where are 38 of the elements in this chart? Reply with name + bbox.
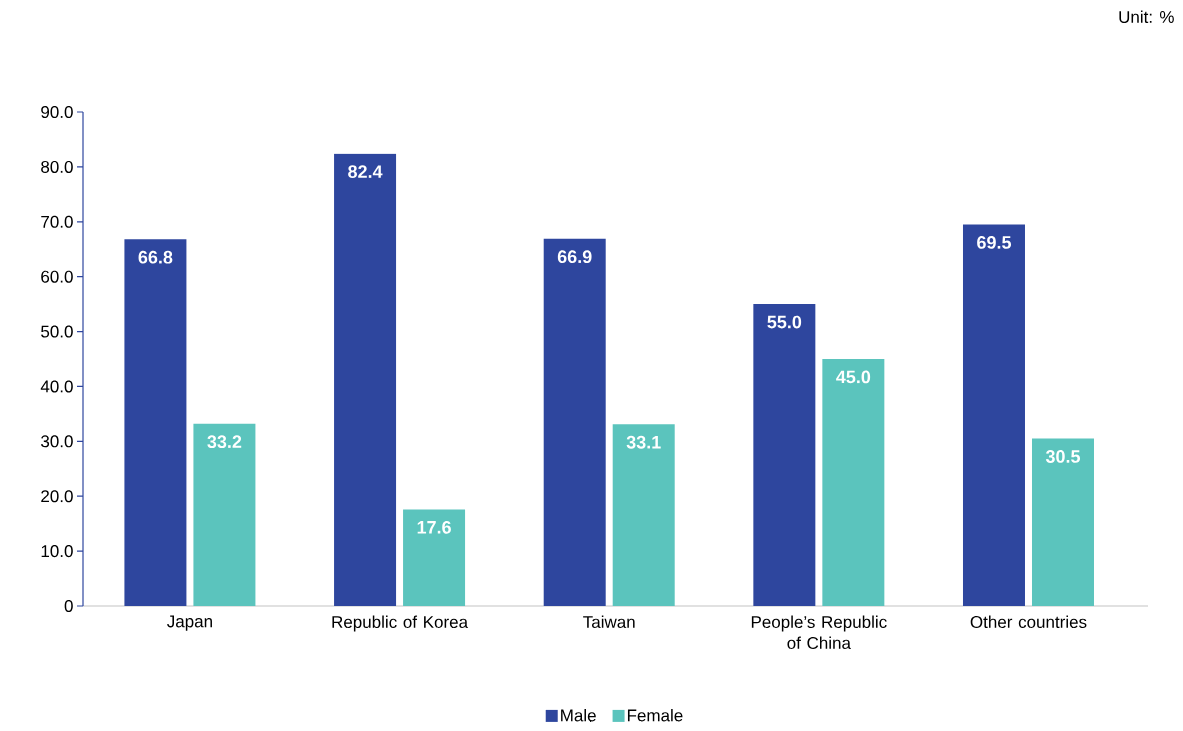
bar: [753, 304, 816, 606]
legend-label: Male: [561, 709, 596, 722]
bar: [543, 238, 606, 606]
data-label: 33.1: [626, 435, 661, 449]
data-label: 45.0: [836, 370, 871, 384]
bar: [403, 509, 466, 606]
x-tick-label: Other countries: [970, 615, 1087, 629]
data-label: 66.9: [557, 250, 592, 264]
data-label: 69.5: [977, 236, 1012, 249]
data-label: 82.4: [348, 165, 383, 178]
y-tick-label: 90.0: [41, 105, 73, 119]
data-label: 66.8: [138, 250, 173, 264]
x-tick-label: Taiwan: [583, 615, 635, 629]
data-label: 17.6: [417, 520, 451, 534]
y-tick-label: 20.0: [41, 490, 73, 503]
data-label: 30.5: [1045, 450, 1081, 463]
bar: [822, 359, 885, 606]
bar: [193, 423, 256, 606]
y-tick-label: 10.0: [41, 545, 73, 558]
bar: [124, 239, 187, 606]
bar: [334, 153, 397, 606]
x-tick-label: People’s Republic of China: [751, 615, 887, 650]
data-label: 33.2: [207, 435, 242, 449]
bar: [1031, 438, 1094, 606]
y-tick-label: 80.0: [41, 160, 73, 173]
bar: [962, 224, 1025, 606]
x-tick-label: Japan: [167, 615, 212, 631]
y-tick-label: 70.0: [41, 215, 73, 228]
y-tick-label: 60.0: [41, 270, 73, 283]
bar: [612, 424, 675, 606]
data-label: 55.0: [767, 315, 802, 329]
y-tick-label: 40.0: [40, 380, 73, 393]
text: Unit: %: [1119, 10, 1174, 24]
y-tick-label: 30.0: [41, 435, 73, 448]
y-tick-label: 50.0: [41, 325, 73, 338]
x-tick-label: Republic of Korea: [332, 615, 469, 632]
legend-label: Female: [627, 709, 683, 722]
y-tick-label: 0: [64, 599, 73, 613]
